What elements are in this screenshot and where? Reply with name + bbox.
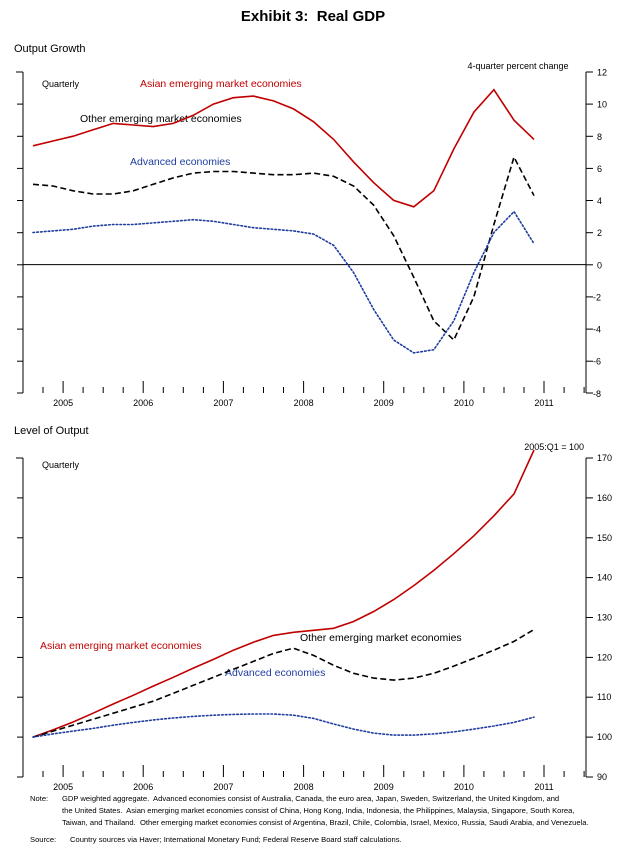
svg-text:150: 150 <box>597 533 612 543</box>
svg-text:2007: 2007 <box>213 398 233 408</box>
svg-text:2011: 2011 <box>534 782 553 792</box>
svg-text:2: 2 <box>597 228 602 238</box>
svg-text:140: 140 <box>597 573 612 583</box>
svg-text:Other emerging market economie: Other emerging market economies <box>80 113 242 125</box>
svg-text:-4: -4 <box>593 325 601 335</box>
svg-text:Asian emerging market economie: Asian emerging market economies <box>140 78 302 90</box>
svg-text:6: 6 <box>597 164 602 174</box>
svg-text:2010: 2010 <box>454 398 474 408</box>
svg-text:2010: 2010 <box>454 782 474 792</box>
svg-text:Advanced economies: Advanced economies <box>130 156 230 168</box>
svg-text:Asian emerging market economie: Asian emerging market economies <box>40 640 202 652</box>
svg-text:Other emerging market economie: Other emerging market economies <box>300 632 462 644</box>
svg-text:Output Growth: Output Growth <box>14 43 86 55</box>
svg-text:90: 90 <box>597 772 607 782</box>
svg-text:130: 130 <box>597 613 612 623</box>
svg-text:Advanced economies: Advanced economies <box>225 667 325 679</box>
svg-text:2006: 2006 <box>133 398 153 408</box>
svg-text:170: 170 <box>597 453 612 463</box>
svg-text:2011: 2011 <box>534 398 553 408</box>
svg-text:-8: -8 <box>593 389 601 399</box>
svg-text:8: 8 <box>597 132 602 142</box>
svg-text:110: 110 <box>597 692 611 702</box>
svg-text:160: 160 <box>597 493 612 503</box>
svg-text:-2: -2 <box>593 292 601 302</box>
svg-text:2006: 2006 <box>133 782 153 792</box>
svg-text:-6: -6 <box>593 357 601 367</box>
svg-text:12: 12 <box>597 68 607 78</box>
svg-text:120: 120 <box>597 652 612 662</box>
svg-text:100: 100 <box>597 732 612 742</box>
svg-text:Quarterly: Quarterly <box>42 460 80 470</box>
svg-text:2009: 2009 <box>374 398 394 408</box>
svg-text:2005: 2005 <box>53 398 73 408</box>
svg-text:2008: 2008 <box>294 782 314 792</box>
svg-text:Level of Output: Level of Output <box>14 425 89 437</box>
svg-text:4: 4 <box>597 196 602 206</box>
svg-text:0: 0 <box>597 260 602 270</box>
svg-text:2007: 2007 <box>213 782 233 792</box>
svg-text:2009: 2009 <box>374 782 394 792</box>
svg-text:10: 10 <box>597 100 607 110</box>
svg-text:2005: 2005 <box>53 782 73 792</box>
svg-text:2008: 2008 <box>294 398 314 408</box>
svg-text:4-quarter percent change: 4-quarter percent change <box>467 61 568 71</box>
svg-text:Quarterly: Quarterly <box>42 79 80 89</box>
